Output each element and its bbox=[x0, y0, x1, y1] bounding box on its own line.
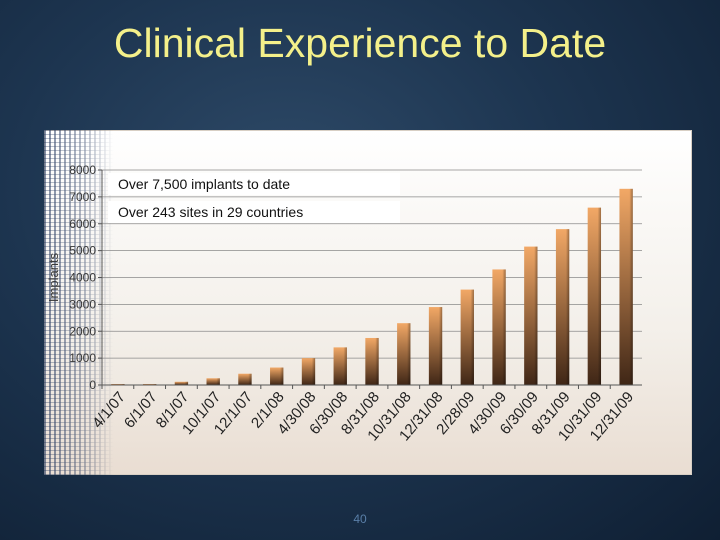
y-tick-label: 7000 bbox=[69, 190, 96, 204]
bar-shade bbox=[206, 378, 220, 385]
annotation-box bbox=[108, 201, 400, 223]
bar-shade bbox=[333, 347, 347, 385]
slide-title: Clinical Experience to Date bbox=[113, 20, 607, 66]
bar-shade bbox=[270, 367, 284, 385]
bar-shade bbox=[492, 269, 506, 385]
bar-shade bbox=[238, 373, 252, 385]
y-tick-label: 3000 bbox=[69, 297, 96, 311]
annotation-box bbox=[108, 173, 400, 195]
y-tick-label: 0 bbox=[89, 378, 96, 392]
y-axis-title: Implants bbox=[46, 252, 61, 302]
y-tick-label: 1000 bbox=[69, 351, 96, 365]
bar-shade bbox=[397, 323, 411, 385]
y-tick-label: 6000 bbox=[69, 217, 96, 231]
x-tick-label: 6/1/07 bbox=[121, 389, 161, 432]
y-tick-label: 5000 bbox=[69, 244, 96, 258]
chart-panel: Over 7,500 implants to date Over 243 site… bbox=[44, 130, 692, 475]
bar-shade bbox=[174, 381, 189, 385]
bar-shade bbox=[365, 337, 379, 385]
y-tick-label: 2000 bbox=[69, 324, 96, 338]
bar-shade bbox=[619, 188, 633, 385]
bar-shade bbox=[460, 289, 474, 385]
bar-shade bbox=[587, 207, 602, 385]
y-tick-label: 8000 bbox=[69, 163, 96, 177]
x-tick-label: 4/1/07 bbox=[89, 389, 129, 432]
page-number: 40 bbox=[353, 512, 367, 526]
annotation-text: Over 7,500 implants to date bbox=[118, 176, 290, 192]
annotation-text: Over 243 sites in 29 countries bbox=[118, 204, 303, 220]
bar-shade bbox=[555, 229, 570, 385]
bar-chart: Over 7,500 implants to date Over 243 site… bbox=[46, 163, 642, 444]
bar-shade bbox=[301, 358, 316, 385]
y-tick-label: 4000 bbox=[69, 271, 96, 285]
bar-shade bbox=[524, 246, 538, 385]
bar-shade bbox=[428, 307, 443, 385]
